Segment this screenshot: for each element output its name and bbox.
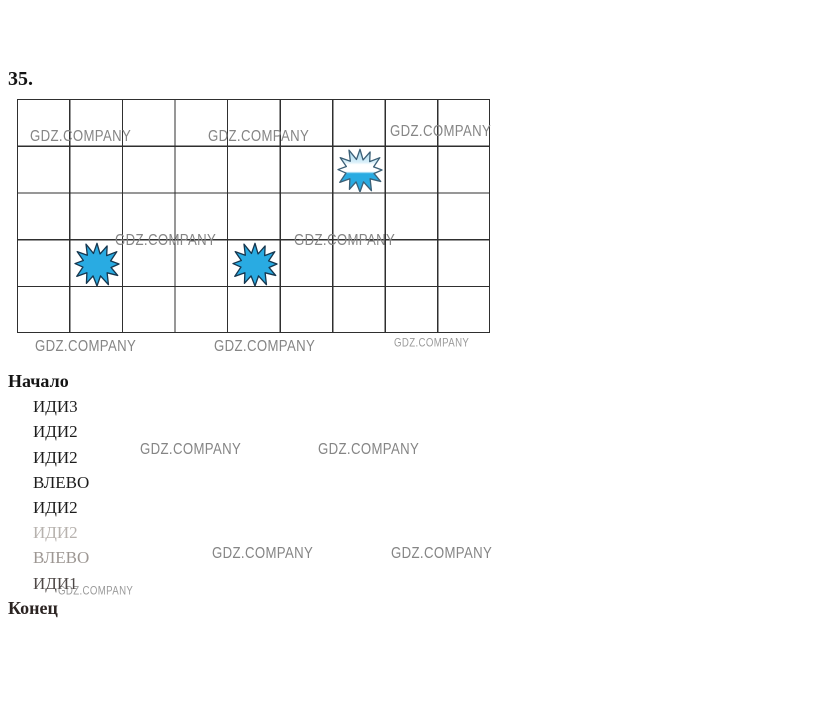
program-command: ИДИ1 <box>33 573 78 593</box>
paint-splat-icon <box>231 242 278 286</box>
paint-splat-icon <box>74 242 120 286</box>
program-command: ВЛЕВО <box>33 548 90 568</box>
grid <box>17 99 490 333</box>
watermark: GDZ.COMPANY <box>394 337 470 350</box>
program-begin-label: Начало <box>8 371 69 391</box>
watermark: GDZ.COMPANY <box>35 337 137 356</box>
program-command: ВЛЕВО <box>33 472 90 492</box>
watermark: GDZ.COMPANY <box>318 440 420 459</box>
program-command: ИДИ2 <box>33 498 78 518</box>
watermark: GDZ.COMPANY <box>391 544 493 563</box>
watermark: GDZ.COMPANY <box>214 337 316 356</box>
paint-splat-icon <box>336 148 383 193</box>
watermark: GDZ.COMPANY <box>115 231 217 250</box>
program-command: ИДИ2 <box>33 447 78 467</box>
watermark: GDZ.COMPANY <box>390 122 492 141</box>
watermark: GDZ.COMPANY <box>140 440 242 459</box>
program-command: ИДИ3 <box>33 397 78 417</box>
task-number: 35. <box>8 68 33 90</box>
watermark: GDZ.COMPANY <box>30 127 132 146</box>
program-end-label: Конец <box>8 597 58 618</box>
watermark: GDZ.COMPANY <box>208 127 310 146</box>
watermark: GDZ.COMPANY <box>58 585 134 598</box>
watermark: GDZ.COMPANY <box>212 544 314 563</box>
watermark: GDZ.COMPANY <box>294 231 396 250</box>
program-listing: Начало ИДИ3 ИДИ2 ИДИ2 ВЛЕВО ИДИ2 ИДИ2 ВЛ… <box>8 369 89 621</box>
program-command: ИДИ2 <box>33 422 78 442</box>
program-command: ИДИ2 <box>33 523 78 543</box>
